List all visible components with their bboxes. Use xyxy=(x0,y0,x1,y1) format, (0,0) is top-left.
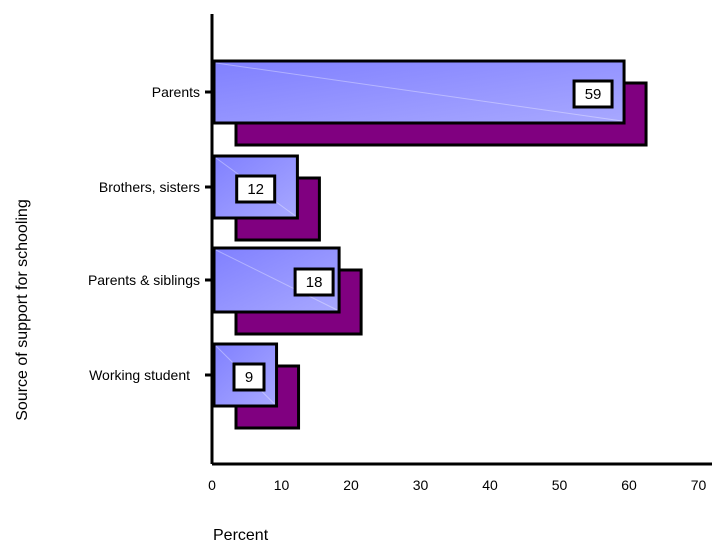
category-label: Brothers, sisters xyxy=(99,179,200,195)
bars-layer: 59 12 18 9 xyxy=(212,59,648,430)
bar-1: 12 xyxy=(212,154,321,242)
value-label-box xyxy=(232,362,266,392)
x-tick-label: 70 xyxy=(691,477,707,493)
x-tick-label: 50 xyxy=(552,477,568,493)
x-tick-labels: 0 10 20 30 40 50 60 70 xyxy=(208,477,706,493)
category-label: Parents xyxy=(152,84,200,100)
bar-face xyxy=(212,59,626,125)
bar-sheen xyxy=(215,249,338,311)
x-axis-title: Percent xyxy=(213,527,269,541)
value-label: 59 xyxy=(585,86,602,103)
category-labels: Parents Brothers, sisters Parents & siblin… xyxy=(88,84,212,383)
x-tick-label: 10 xyxy=(274,477,290,493)
x-tick-label: 30 xyxy=(413,477,429,493)
x-tick-label: 0 xyxy=(208,477,216,493)
category-label: Working student xyxy=(89,367,190,383)
bar-0: 59 xyxy=(212,59,648,147)
y-axis-title: Source of support for schooling xyxy=(14,199,31,420)
value-label: 18 xyxy=(306,274,323,291)
axes-layer xyxy=(210,14,712,466)
bar-2: 18 xyxy=(212,246,363,336)
value-label-box xyxy=(235,174,277,204)
x-tick-label: 40 xyxy=(482,477,498,493)
category-label: Parents & siblings xyxy=(88,272,200,288)
value-label-box xyxy=(293,267,335,297)
value-label-box xyxy=(572,79,614,109)
bar-sheen xyxy=(215,62,623,122)
bar-3: 9 xyxy=(212,342,301,430)
x-tick-label: 60 xyxy=(621,477,637,493)
x-tick-label: 20 xyxy=(343,477,359,493)
value-label: 9 xyxy=(245,369,253,386)
value-label: 12 xyxy=(247,181,264,198)
